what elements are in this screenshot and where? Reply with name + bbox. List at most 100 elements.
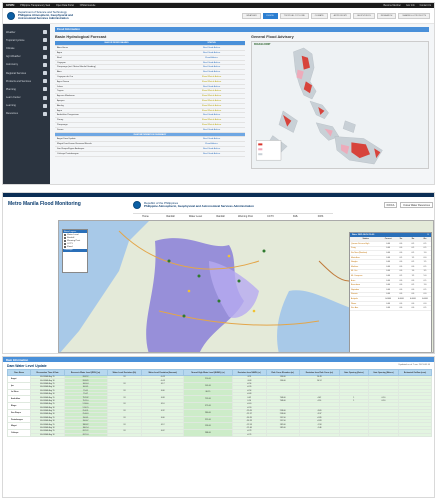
basin-status-link[interactable]: Flood Watch Advice (178, 88, 245, 95)
station-name[interactable]: Antipolo (350, 296, 382, 302)
basin-status-link[interactable]: Flood Watch Advice (178, 93, 245, 100)
station-name[interactable]: Sta. Ana (350, 305, 382, 311)
station-name[interactable]: Quezon Science High (350, 241, 382, 247)
nav-item[interactable]: FLOOD (262, 12, 278, 19)
basin-status-link[interactable]: Non-Flood Advice (178, 60, 245, 66)
table-row: Napindan 0.00 0.0 0.0 0.5 (350, 287, 431, 293)
station-name[interactable]: Montalban (350, 255, 382, 261)
sidebar-item[interactable]: Weather (3, 28, 50, 36)
sidebar-item[interactable]: Learn Center (3, 94, 50, 102)
layer-toggle[interactable]: Flood (63, 246, 87, 249)
station-name[interactable]: Nangka (350, 259, 382, 266)
station-name[interactable]: Mt. Oro (350, 269, 382, 275)
gov-right-link[interactable]: Gov Info (405, 4, 415, 7)
basin-status-link[interactable]: Non-Flood Advice (178, 69, 245, 76)
pagasa-logo[interactable] (7, 11, 15, 20)
gov-link[interactable]: Philippine Transparency Seal (20, 4, 51, 7)
basin-status-link[interactable]: Flood Watch Advice (178, 117, 245, 124)
checkbox-icon[interactable] (64, 243, 66, 246)
basin-status-link[interactable]: Flood Advice (178, 55, 245, 61)
pagasa-logo[interactable] (133, 201, 141, 209)
gov-right-link[interactable]: Contact Us (419, 4, 431, 7)
layer-toggle[interactable]: Warning Post (63, 239, 87, 242)
layer-toggle[interactable]: Rainfall (63, 236, 87, 239)
sidebar-item[interactable]: Products and Services (3, 77, 50, 85)
close-icon[interactable]: ✕ (427, 234, 429, 236)
map-tab[interactable]: KML (292, 215, 299, 218)
basin-status-link[interactable]: Non-Flood Advice (178, 112, 245, 119)
station-name[interactable]: Napindan (350, 287, 382, 293)
wl-col-header: Dam Name (6, 369, 32, 376)
table-row: Pampanga Flood Watch Advice (55, 122, 245, 128)
rule-curve (265, 432, 300, 438)
basin-status-link[interactable]: Flood Watch Advice (178, 98, 245, 104)
obs-time-value: 06:00 AM (40, 376, 49, 379)
station-name[interactable]: Aries (350, 278, 382, 284)
basin-name: Abulug (55, 103, 179, 109)
basin-status-link[interactable]: Flood Watch Advice (178, 79, 245, 85)
layer-toggle[interactable]: Water Level (63, 233, 87, 236)
sidebar-item[interactable]: Agri Weather (3, 53, 50, 61)
basin-status-link[interactable]: Non-Flood Advice (178, 64, 245, 71)
dam-status-link[interactable]: Non-Flood Advice (178, 146, 245, 152)
obs-date-value: Aug 15 (48, 382, 55, 385)
basin-status-link[interactable]: Non-Flood Advice (178, 84, 245, 90)
map-tab[interactable]: Rainfall (166, 215, 175, 218)
gov-link[interactable]: Open Data Portal (56, 4, 74, 7)
nav-item[interactable]: CLIMATE (310, 12, 328, 19)
basin-status-link[interactable]: Flood Watch Advice (178, 122, 245, 128)
gov-link[interactable]: Official Gazette (79, 4, 96, 7)
checkbox-icon[interactable] (64, 236, 66, 239)
checkbox-icon[interactable] (64, 233, 66, 236)
station-name[interactable]: Pasig (350, 246, 382, 252)
nav-item[interactable]: ASTRONOMY (329, 12, 352, 19)
rain-value: 0.0 (394, 259, 407, 266)
sidebar-item[interactable]: Planning (3, 85, 50, 93)
basin-status-link[interactable]: Flood Watch Advice (178, 74, 245, 80)
sidebar-item[interactable]: Resources (3, 110, 50, 118)
sidebar-item[interactable]: Tropical Cyclone (3, 36, 50, 44)
flood-map[interactable]: Base Layers Water Level Rainfall Warning P… (58, 220, 434, 353)
nav-item[interactable]: WEATHER (242, 12, 261, 19)
sidebar-item[interactable]: Learning (3, 102, 50, 110)
map-tab[interactable]: Warning Post (238, 215, 253, 218)
layer-control[interactable]: Base Layers Water Level Rainfall Warning P… (62, 229, 88, 273)
station-name[interactable]: Boso-boso (350, 282, 382, 288)
dam-status-link[interactable]: Non-Flood Advice (178, 151, 245, 157)
basin-status-link[interactable]: Flood Watch Advice (178, 103, 245, 109)
station-name[interactable]: Wawa (350, 301, 382, 307)
rain-value: 0.5 (418, 241, 431, 247)
govph-link[interactable]: GOVPH (6, 4, 15, 7)
basin-status-link[interactable]: Non-Flood Advice (178, 50, 245, 56)
sidebar-item[interactable]: Astronomy (3, 61, 50, 69)
map-tab[interactable]: Rainfall (216, 215, 225, 218)
sidebar-item-icon (43, 71, 47, 76)
checkbox-icon[interactable] (64, 246, 66, 249)
dam-status-link[interactable]: Non-Flood Advice (178, 136, 245, 143)
basin-status-link[interactable]: Flood Watch Advice (178, 108, 245, 114)
nav-item[interactable]: GEOPHYSICS (353, 12, 375, 19)
philippines-advisory-map[interactable]: PAGASA DOST (251, 41, 429, 169)
map-tab[interactable]: FWS (317, 215, 324, 218)
station-name[interactable]: Rosario (350, 292, 382, 298)
sidebar-item[interactable]: Climate (3, 44, 50, 52)
layer-toggle[interactable]: CCTV (63, 243, 87, 246)
station-name[interactable]: Mt. Campana (350, 273, 382, 279)
nhwl-value: 280.00 (183, 408, 233, 417)
dam-status-link[interactable]: Flood Advice (178, 141, 245, 148)
sidebar-item[interactable]: Regional Services (3, 69, 50, 77)
nav-item[interactable]: SHARING & PRODUCTS (398, 12, 430, 19)
checkbox-icon[interactable] (64, 239, 66, 242)
basin-status-link[interactable]: Non-Flood Advice (178, 45, 245, 52)
gov-right-link[interactable]: Become Member (383, 4, 401, 7)
rain-value: 0.0 (406, 305, 419, 311)
map-tab[interactable]: CCTV (267, 215, 274, 218)
station-name[interactable]: Sto Nino (Marikina) (350, 250, 382, 256)
map-tab[interactable]: Water Level (188, 215, 203, 218)
station-name[interactable]: Marikina (350, 264, 382, 270)
table-row: Abra-Ilocos Non-Flood Advice (55, 45, 245, 52)
map-tab[interactable]: Home (142, 215, 149, 218)
basin-status-link[interactable]: Non-Flood Advice (178, 127, 245, 133)
nav-item[interactable]: TROPICAL CYCLONE (279, 12, 309, 19)
nav-item[interactable]: RESEARCH (376, 12, 397, 19)
